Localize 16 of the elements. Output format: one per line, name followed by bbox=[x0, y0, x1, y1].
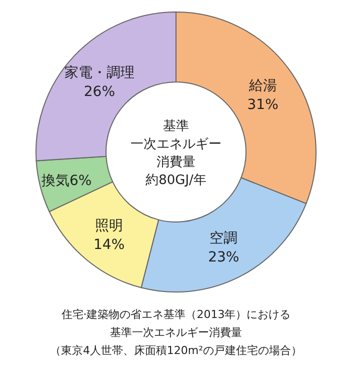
data-label: 31% bbox=[247, 96, 278, 113]
slice-label: 換気6% bbox=[41, 173, 92, 190]
slice-label: 照明 bbox=[95, 218, 124, 234]
text: 約80GJ/年 bbox=[146, 173, 206, 188]
text: 基準一次エネルギー消費量 bbox=[110, 326, 242, 339]
text: 基準 bbox=[163, 119, 189, 134]
text: 住宅·建築物の省エネ基準（2013年）における bbox=[61, 308, 291, 321]
text: 一次エネルギー bbox=[130, 137, 222, 152]
data-label: 26% bbox=[84, 84, 116, 100]
text: （東京4人世帯、床面積120m²の戸建住宅の場合） bbox=[50, 344, 302, 357]
text: 消費量 bbox=[156, 155, 196, 170]
slice-label: 給湯 bbox=[248, 78, 277, 94]
data-label: 14% bbox=[94, 236, 125, 253]
data-label: 23% bbox=[208, 250, 240, 266]
slice-label: 家電・調理 bbox=[64, 65, 134, 82]
slice-label: 空調 bbox=[210, 230, 238, 247]
